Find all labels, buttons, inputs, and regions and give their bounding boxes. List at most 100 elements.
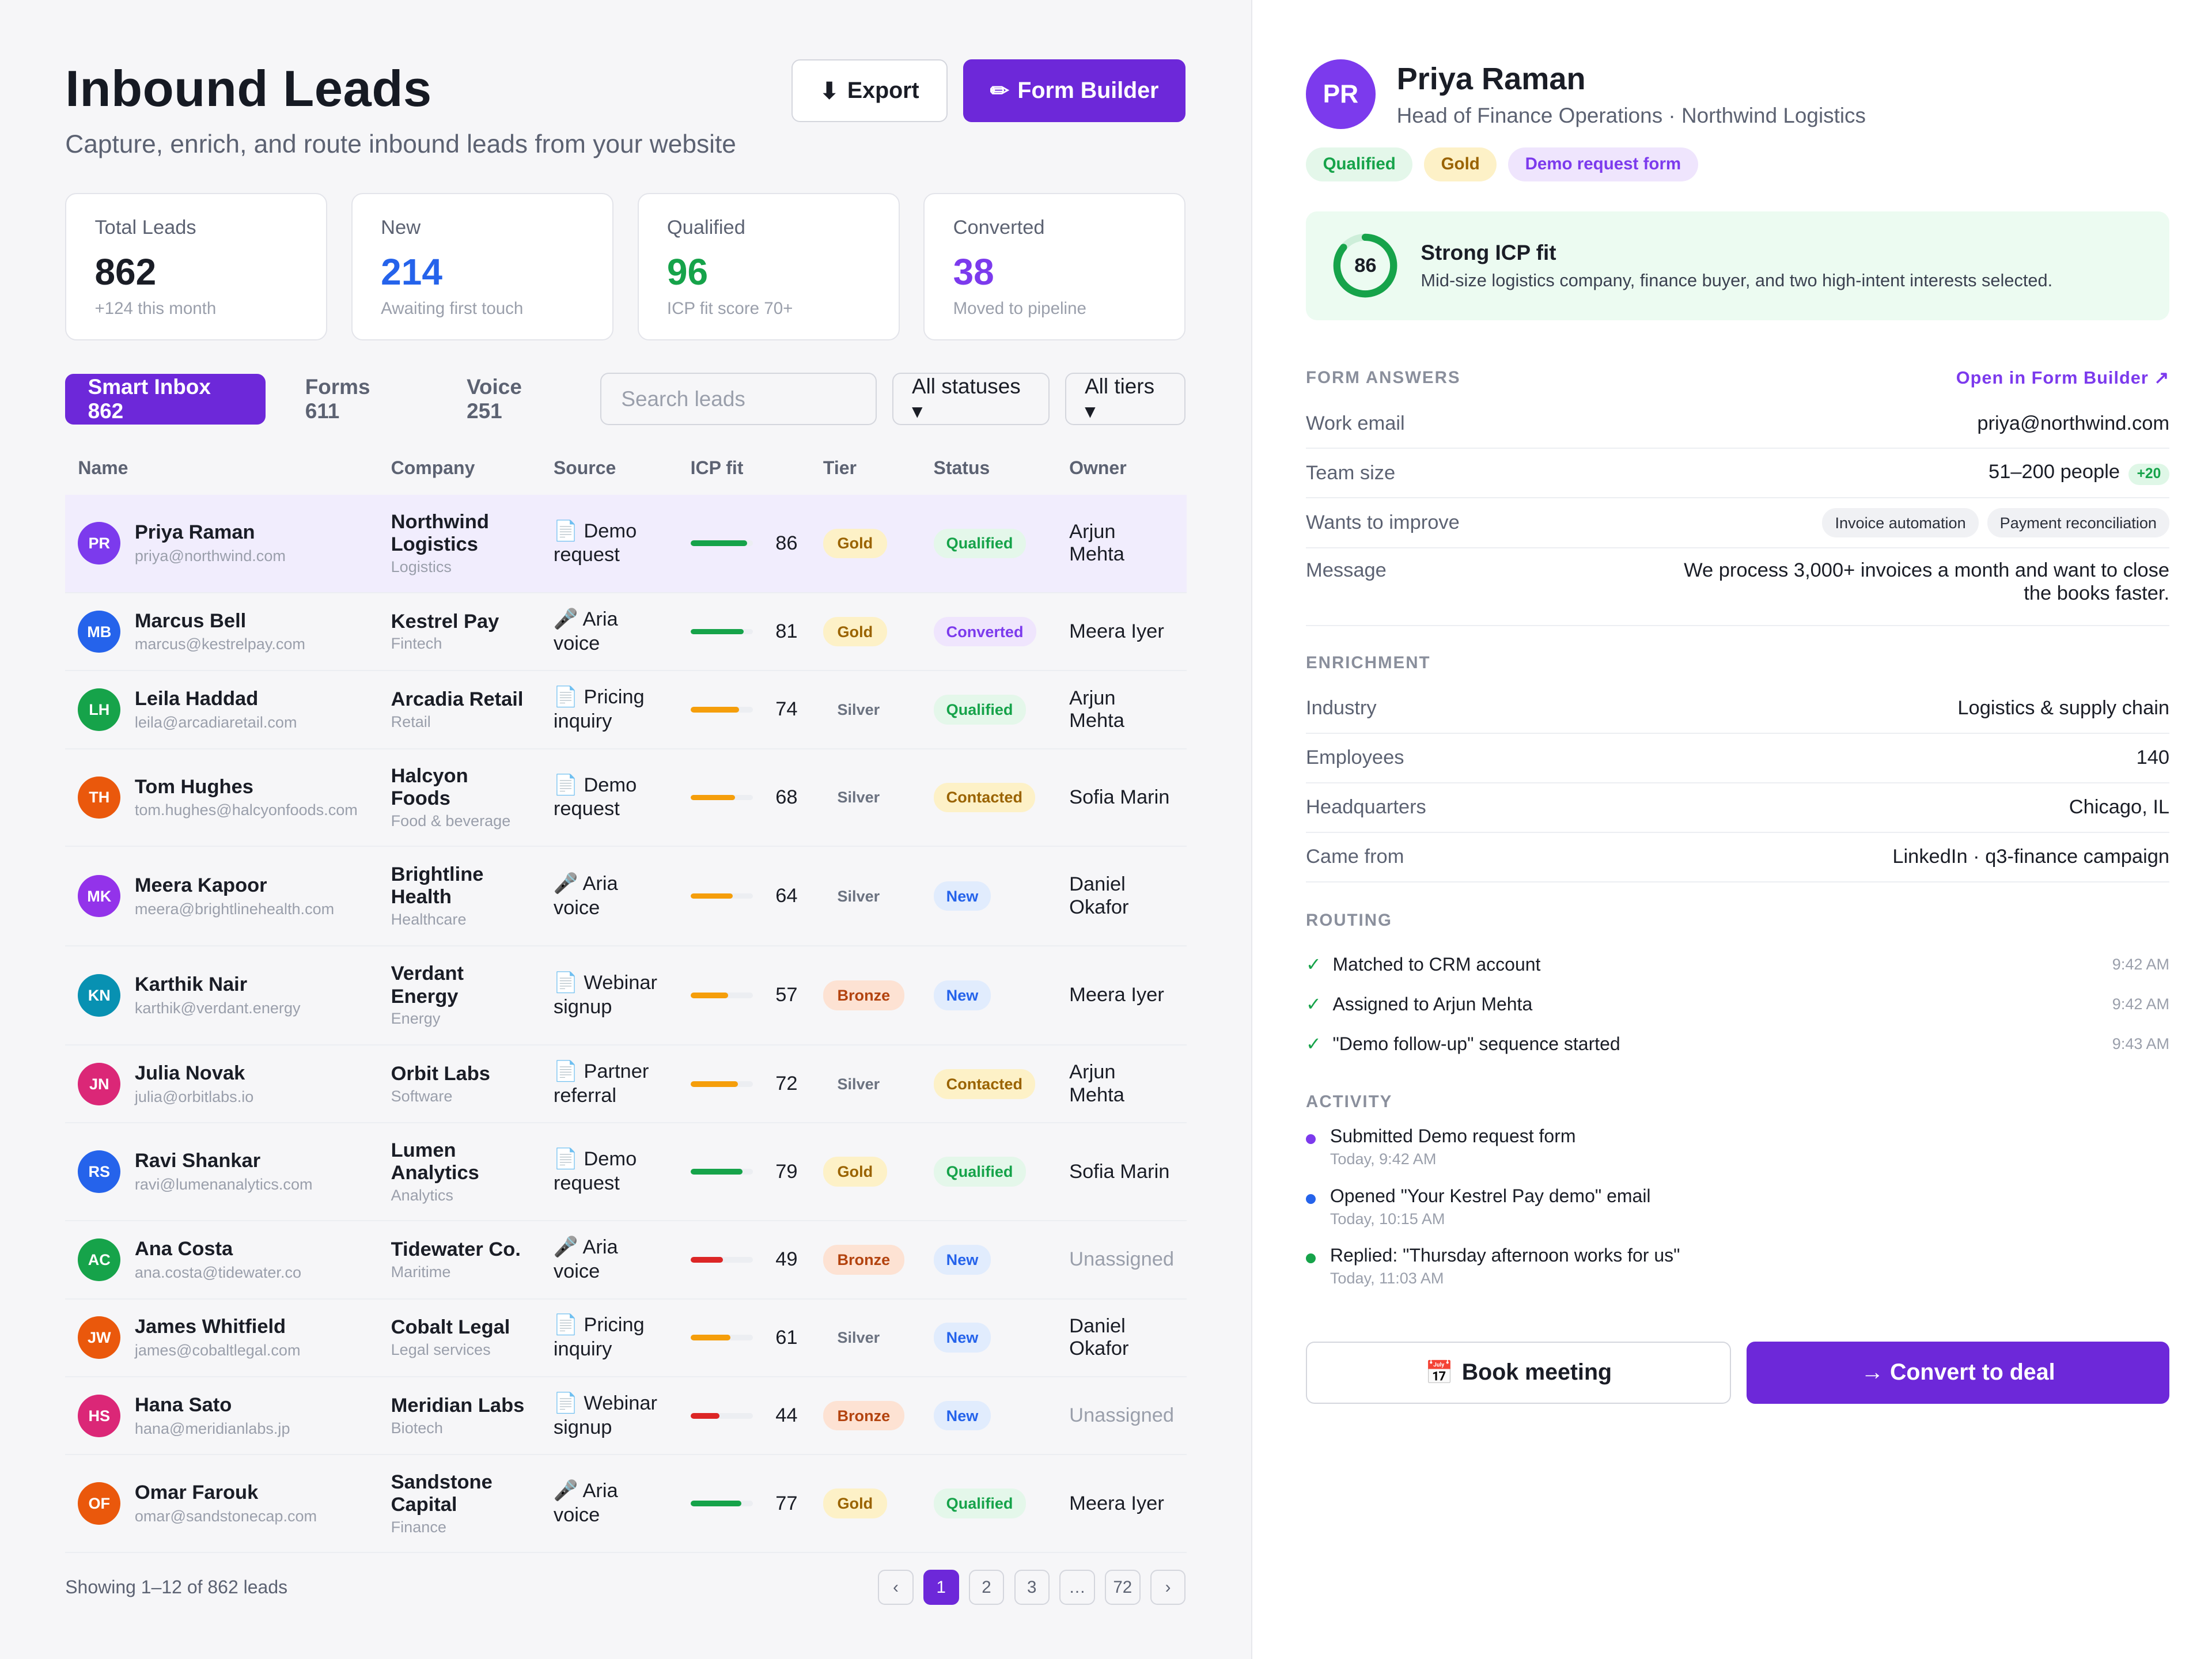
lead-owner[interactable]: Arjun Mehta [1069, 687, 1124, 732]
avatar: TH [78, 776, 121, 819]
document-icon: 📄 [553, 1392, 578, 1414]
page-button[interactable]: 72 [1105, 1569, 1141, 1605]
icp-bar-fill [690, 1169, 743, 1175]
lead-owner[interactable]: Unassigned [1069, 1248, 1175, 1271]
tier-badge: Gold [823, 528, 887, 559]
table-row[interactable]: AC Ana Costa ana.costa@tidewater.co Tidewat… [65, 1221, 1187, 1300]
table-row[interactable]: JN Julia Novak julia@orbitlabs.io Orbit Lab… [65, 1045, 1187, 1124]
table-row[interactable]: JW James Whitfield james@cobaltlegal.com Co… [65, 1298, 1187, 1377]
company-cell: Verdant Energy Energy [378, 945, 541, 1046]
icp-bar-fill [690, 1412, 719, 1419]
icp-bar [690, 1501, 753, 1507]
table-row[interactable]: KN Karthik Nair karthik@verdant.energy Verd… [65, 945, 1187, 1046]
lead-owner[interactable]: Unassigned [1069, 1404, 1175, 1426]
lead-identity: JN Julia Novak julia@orbitlabs.io [78, 1062, 365, 1106]
form-builder-button[interactable]: ✏ Form Builder [963, 59, 1186, 122]
column-header[interactable]: Tier [823, 457, 857, 478]
source-cell: 📄 Pricing inquiry [540, 1298, 678, 1377]
status-badge: New [933, 1245, 991, 1275]
name-cell: MB Marcus Bell marcus@kestrelpay.com [65, 592, 378, 672]
lead-owner[interactable]: Meera Iyer [1069, 1492, 1164, 1514]
icp-cell: 61 [677, 1298, 810, 1377]
status-cell: New [921, 846, 1056, 946]
table-row[interactable]: OF Omar Farouk omar@sandstonecap.com Sandst… [65, 1455, 1187, 1554]
open-form-builder-link[interactable]: Open in Form Builder ↗ [1956, 367, 2170, 388]
tab-voice[interactable]: Voice 251 [467, 374, 522, 423]
company-industry: Maritime [391, 1262, 451, 1281]
tier-badge: Bronze [823, 1400, 904, 1431]
icp-title: Strong ICP fit [1421, 240, 1556, 264]
status-cell: New [921, 1298, 1056, 1377]
column-header[interactable]: Company [391, 457, 475, 478]
lead-owner[interactable]: Meera Iyer [1069, 984, 1164, 1006]
status-cell: Qualified [921, 1455, 1056, 1554]
icp-cell: 81 [677, 592, 810, 672]
column-header[interactable]: Source [553, 457, 616, 478]
column-header[interactable]: Name [78, 457, 128, 478]
document-icon: 📄 [553, 1314, 578, 1336]
table-row[interactable]: HS Hana Sato hana@meridianlabs.jp Meridian … [65, 1376, 1187, 1456]
tier-cell: Gold [810, 592, 921, 672]
table-row[interactable]: PR Priya Raman priya@northwind.com Northwin… [65, 495, 1187, 593]
icp-card: 86 Strong ICP fit Mid-size logistics com… [1306, 211, 2170, 321]
routing-time: 9:43 AM [2112, 1035, 2170, 1053]
status-cell: New [921, 945, 1056, 1046]
column-header[interactable]: Status [933, 457, 990, 478]
status-filter[interactable]: All statuses ▾ [892, 373, 1050, 426]
lead-source: 🎤 Aria voice [554, 1479, 665, 1528]
tab-smart-inbox[interactable]: Smart Inbox 862 [65, 373, 266, 425]
tier-cell: Bronze [810, 1376, 921, 1456]
avatar: PR [1306, 59, 1376, 129]
lead-owner[interactable]: Meera Iyer [1069, 620, 1164, 642]
name-cell: KN Karthik Nair karthik@verdant.energy [65, 945, 378, 1046]
owner-cell: Daniel Okafor [1056, 1298, 1187, 1377]
lead-source: 📄 Webinar signup [554, 1392, 665, 1440]
lead-owner[interactable]: Arjun Mehta [1069, 1061, 1124, 1106]
table-row[interactable]: MK Meera Kapoor meera@brightlinehealth.com… [65, 846, 1187, 946]
table-row[interactable]: LH Leila Haddad leila@arcadiaretail.com Arc… [65, 671, 1187, 749]
company-industry: Fintech [391, 634, 442, 653]
icp-score: 74 [775, 698, 798, 721]
tab-forms[interactable]: Forms 611 [305, 374, 370, 423]
page-button[interactable]: 1 [923, 1569, 959, 1605]
wants-label: Wants to improve [1306, 512, 1460, 534]
icp-bar [690, 628, 753, 635]
lead-owner[interactable]: Arjun Mehta [1069, 521, 1124, 566]
table-row[interactable]: MB Marcus Bell marcus@kestrelpay.com Kestre… [65, 592, 1187, 672]
export-button[interactable]: ⬇ Export [791, 59, 948, 122]
icp-bar-fill [690, 628, 744, 635]
page-button[interactable]: 3 [1014, 1569, 1050, 1605]
lead-identity: LH Leila Haddad leila@arcadiaretail.com [78, 688, 365, 732]
lead-owner[interactable]: Sofia Marin [1069, 786, 1170, 808]
lead-owner[interactable]: Sofia Marin [1069, 1160, 1170, 1183]
tier-cell: Bronze [810, 945, 921, 1046]
column-header[interactable]: ICP fit [690, 457, 744, 478]
table-row[interactable]: RS Ravi Shankar ravi@lumenanalytics.com Lum… [65, 1123, 1187, 1222]
tier-cell: Silver [810, 846, 921, 946]
book-meeting-button[interactable]: 📅 Book meeting [1306, 1341, 1732, 1404]
convert-to-deal-button[interactable]: → Convert to deal [1747, 1341, 2170, 1404]
lead-owner[interactable]: Daniel Okafor [1069, 873, 1129, 918]
lead-owner[interactable]: Daniel Okafor [1069, 1315, 1129, 1360]
stat-subtext: Awaiting first touch [381, 298, 524, 318]
activity-time: Today, 11:03 AM [1330, 1269, 1444, 1287]
company-industry: Analytics [391, 1185, 453, 1204]
name-cell: PR Priya Raman priya@northwind.com [65, 495, 378, 593]
tier-cell: Silver [810, 1045, 921, 1124]
owner-cell: Meera Iyer [1056, 945, 1187, 1046]
table-row[interactable]: TH Tom Hughes tom.hughes@halcyonfoods.com H… [65, 748, 1187, 847]
tier-filter[interactable]: All tiers ▾ [1065, 373, 1186, 426]
prev-page-button[interactable]: ‹ [878, 1569, 914, 1605]
avatar: KN [78, 974, 121, 1017]
company-cell: Northwind Logistics Logistics [378, 495, 541, 593]
calendar-icon: 📅 [1425, 1360, 1453, 1386]
page-button[interactable]: 2 [968, 1569, 1005, 1605]
column-header[interactable]: Owner [1069, 457, 1127, 478]
score-bonus-badge: +20 [2128, 463, 2170, 486]
company-name: Lumen Analytics [391, 1139, 479, 1184]
next-page-button[interactable]: › [1150, 1569, 1186, 1605]
search-input[interactable] [600, 373, 877, 426]
lead-name: Ravi Shankar [134, 1150, 261, 1172]
company-name: Orbit Labs [391, 1062, 490, 1085]
icp-cell: 79 [677, 1123, 810, 1222]
